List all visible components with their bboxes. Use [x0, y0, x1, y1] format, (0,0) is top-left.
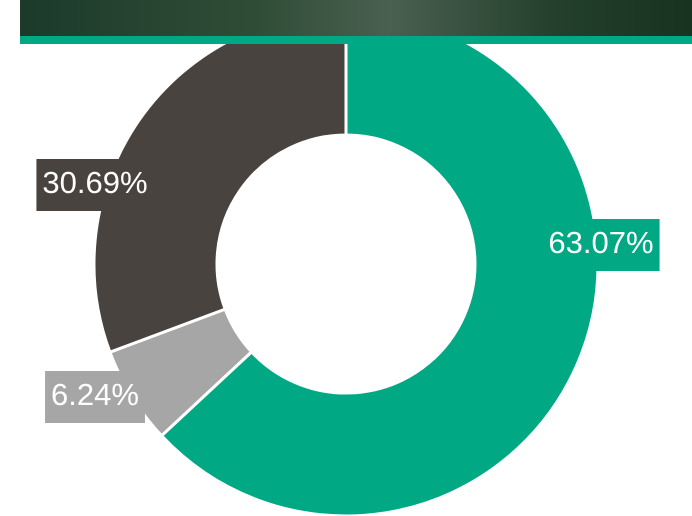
slices: [92, 10, 600, 516]
donut-slice: [159, 10, 600, 516]
data-label: 6.24%: [51, 377, 139, 412]
labels: 63.07% 6.24% 30.69%: [36, 159, 660, 423]
data-label-box: [542, 219, 660, 271]
header-image: [20, 0, 692, 37]
header-band: [20, 36, 692, 44]
data-label-box: [45, 371, 145, 423]
data-label-box: [36, 159, 154, 211]
data-label: 30.69%: [42, 165, 147, 200]
data-label: 63.07%: [548, 225, 653, 260]
